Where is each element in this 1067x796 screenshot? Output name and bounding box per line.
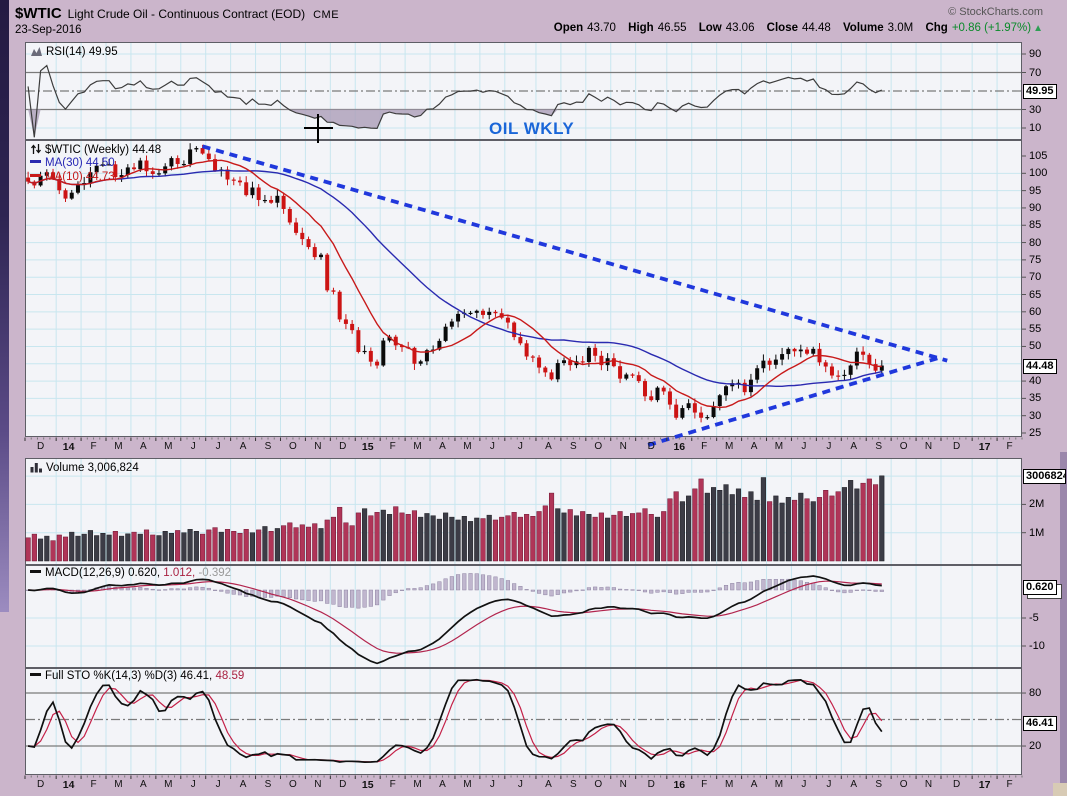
chg-value: +0.86 (+1.97%) [951, 22, 1032, 34]
high-value: 46.55 [657, 22, 687, 34]
close-label: Close [766, 22, 798, 34]
instrument-name: Light Crude Oil - Continuous Contract (E… [67, 7, 306, 21]
rsi-value-box: 49.95 [1023, 84, 1057, 99]
window-edge-right [1060, 452, 1067, 796]
ma30-legend: MA(30) 44.50 [30, 157, 115, 169]
sto-legend: Full STO %K(14,3) %D(3) 46.41, 48.59 [30, 670, 244, 682]
chart-header: $WTIC Light Crude Oil - Continuous Contra… [15, 5, 339, 23]
macd-hist-value: -0.392 [198, 567, 232, 579]
ma30-legend-label: MA(30) 44.50 [45, 157, 115, 169]
copyright-notice: © StockCharts.com [948, 6, 1043, 18]
rsi-legend-label: RSI(14) 49.95 [46, 46, 118, 58]
price-value-box: 44.48 [1023, 359, 1057, 374]
volume-legend-value: 3,006,824 [87, 462, 139, 474]
chart-date: 23-Sep-2016 [15, 24, 82, 36]
ma10-legend-label: MA(10) 44.73 [45, 171, 115, 183]
quote-bar: Open 43.70 High 46.55 Low 43.06 Close 44.48 … [554, 22, 1043, 34]
low-label: Low [698, 22, 722, 34]
ticker-symbol: $WTIC [15, 5, 62, 22]
macd-value-box: 0.620 [1023, 580, 1057, 595]
exchange-name: CME [313, 9, 340, 21]
volume-value-box: 3006824 [1023, 469, 1066, 484]
sto-line-icon [30, 673, 41, 676]
volume-value: 3.0M [887, 22, 914, 34]
sto-d-value: 48.59 [215, 670, 245, 682]
chart-annotation: OIL WKLY [489, 119, 575, 138]
macd-signal-value: 1.012, [163, 567, 196, 579]
volume-bars-icon [30, 463, 42, 473]
macd-legend: MACD(12,26,9) 0.620, 1.012, -0.392 [30, 567, 231, 579]
up-triangle-icon: ▲ [1033, 23, 1043, 34]
desktop-corner [1053, 783, 1067, 796]
rsi-indicator-icon [31, 47, 42, 56]
volume-legend: Volume 3,006,824 [30, 461, 139, 474]
high-label: High [628, 22, 654, 34]
macd-value: 0.620, [128, 567, 161, 579]
sto-k-value: 46.41, [180, 670, 213, 682]
macd-legend-label: MACD(12,26,9) [45, 567, 125, 579]
volume-legend-label: Volume [46, 462, 85, 474]
chg-label: Chg [925, 22, 948, 34]
close-value: 44.48 [802, 22, 831, 34]
volume-label: Volume [842, 22, 884, 34]
macd-line-icon [30, 570, 41, 573]
sto-legend-label: Full STO %K(14,3) %D(3) [45, 670, 178, 682]
window-edge-left [0, 0, 9, 612]
open-value: 43.70 [587, 22, 616, 34]
ma10-line-icon [30, 174, 41, 177]
candlestick-icon [30, 144, 42, 154]
low-value: 43.06 [725, 22, 755, 34]
sto-value-box: 46.41 [1023, 716, 1057, 731]
ma10-legend: MA(10) 44.73 [30, 171, 115, 183]
price-legend: $WTIC (Weekly) 44.48 [30, 143, 161, 156]
ma30-line-icon [30, 160, 41, 163]
price-legend-label: $WTIC (Weekly) 44.48 [45, 144, 162, 156]
rsi-legend: RSI(14) 49.95 [30, 45, 118, 58]
open-label: Open [553, 22, 584, 34]
